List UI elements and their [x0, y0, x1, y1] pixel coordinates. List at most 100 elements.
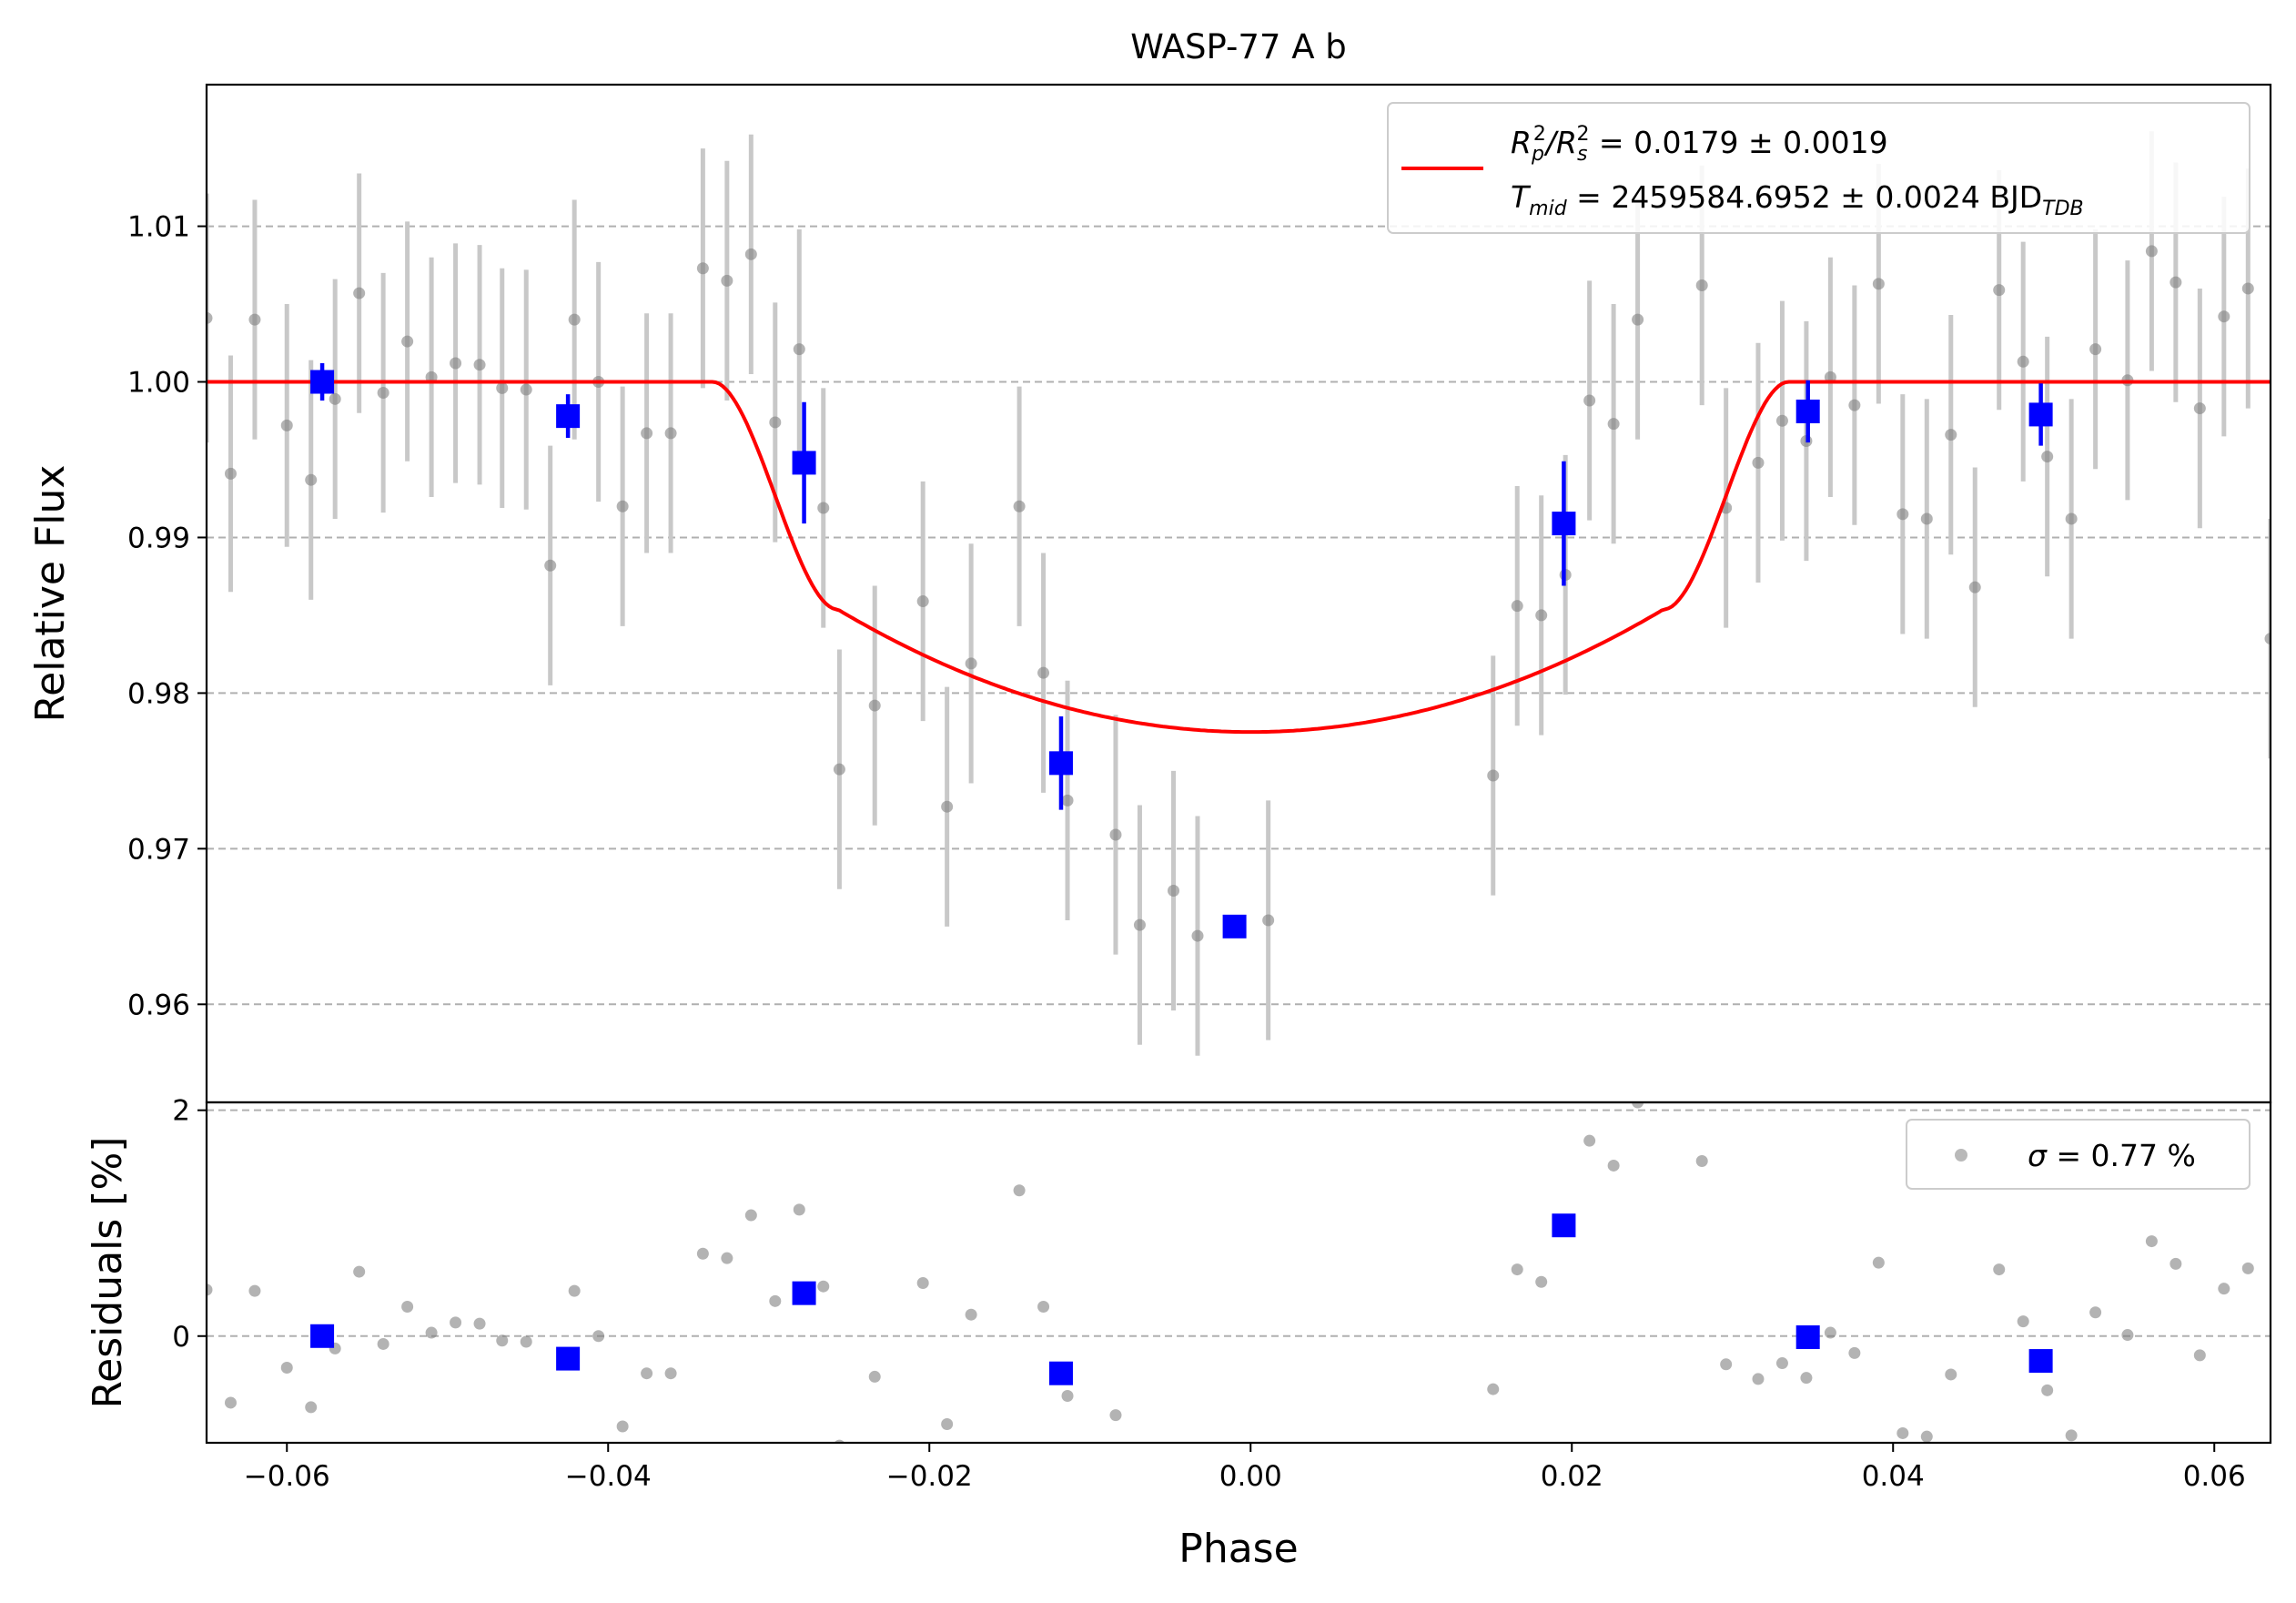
residual-point — [641, 1367, 653, 1380]
binned-residual-point — [556, 1346, 581, 1371]
binned-point — [2028, 402, 2053, 427]
residual-point — [224, 1396, 237, 1409]
residual-point — [1134, 1475, 1146, 1486]
residual-point — [2121, 1329, 2134, 1342]
raw-point — [1848, 399, 1861, 411]
x-tick-label: 0.00 — [1219, 1460, 1282, 1493]
chart-title: WASP-77 A b — [1130, 27, 1347, 66]
model-legend: Rp2/Rs2 = 0.0179 ± 0.0019 Tmid = 2459584… — [1387, 102, 2250, 234]
residual-point — [2170, 1257, 2182, 1270]
residual-point — [2089, 1306, 2102, 1319]
legend-residual-marker — [1955, 1149, 1967, 1162]
raw-point — [544, 559, 557, 572]
raw-point — [793, 343, 805, 356]
model-line — [207, 380, 2271, 735]
raw-point — [1133, 918, 1146, 931]
residual-point — [2241, 1262, 2254, 1274]
raw-point — [2145, 245, 2158, 258]
residual-point — [1920, 1430, 1933, 1443]
residual-point — [1109, 1409, 1122, 1422]
residual-point — [817, 1280, 830, 1293]
residual-point — [1013, 1184, 1026, 1197]
residual-point — [2017, 1315, 2029, 1328]
raw-point — [280, 419, 293, 431]
top-y-ticks: 0.96 0.97 0.98 0.99 1.00 1.01 — [127, 211, 207, 1021]
raw-point — [2041, 451, 2054, 463]
raw-point — [520, 383, 532, 396]
raw-point — [696, 262, 709, 275]
raw-point — [353, 287, 366, 299]
y-tick-label: 1.00 — [127, 367, 190, 400]
raw-point — [1920, 512, 1933, 525]
residual-point — [721, 1252, 733, 1264]
raw-point — [1487, 769, 1500, 782]
residual-point — [2265, 1527, 2277, 1539]
residual-point — [744, 1209, 757, 1222]
raw-point — [1607, 418, 1620, 431]
raw-point — [401, 335, 414, 348]
y-tick-label: 0.98 — [127, 677, 190, 710]
raw-point — [1752, 456, 1765, 469]
residual-point — [2145, 1235, 2158, 1248]
residual-point — [1993, 1263, 2006, 1276]
raw-point — [1896, 508, 1909, 521]
residual-point — [916, 1276, 929, 1289]
x-tick-label: −0.06 — [244, 1460, 330, 1493]
raw-point — [2065, 512, 2078, 525]
y-tick-label: 0.96 — [127, 989, 190, 1021]
residual-points — [207, 1102, 2277, 1539]
raw-point — [1535, 609, 1548, 622]
raw-point — [1061, 794, 1074, 807]
raw-point — [664, 427, 677, 440]
x-tick-label: −0.02 — [886, 1460, 973, 1493]
raw-point — [916, 595, 929, 608]
raw-point — [1168, 885, 1180, 898]
binned-residual-points — [310, 1213, 2053, 1385]
bottom-axes-frame — [205, 1101, 2272, 1445]
raw-point — [941, 800, 954, 813]
raw-point — [1632, 313, 1644, 326]
residual-point — [1191, 1478, 1203, 1490]
residual-point — [1824, 1326, 1836, 1339]
raw-point — [744, 248, 757, 260]
legend-sigma: σ = 0.77 % — [2028, 1138, 2196, 1173]
transit-model-curve — [207, 380, 2271, 735]
raw-point — [2017, 355, 2029, 368]
residual-point — [353, 1265, 366, 1278]
residual-point — [450, 1316, 462, 1329]
binned-point — [792, 451, 816, 475]
residual-point — [473, 1317, 486, 1330]
top-gridlines — [207, 225, 2271, 1006]
residual-point — [1535, 1275, 1548, 1288]
raw-point — [641, 427, 653, 440]
residual-point — [1511, 1263, 1523, 1276]
raw-point — [769, 416, 782, 429]
raw-point — [473, 359, 486, 371]
binned-residual-point — [1795, 1325, 1820, 1350]
residual-point — [1168, 1446, 1179, 1458]
residual-point — [248, 1284, 261, 1297]
residual-point — [616, 1420, 629, 1433]
raw-point — [1775, 414, 1788, 427]
residual-point — [1695, 1155, 1708, 1168]
raw-point — [305, 473, 318, 486]
residual-point — [769, 1294, 782, 1307]
x-tick-label: 0.04 — [1862, 1460, 1925, 1493]
raw-point — [2089, 343, 2102, 356]
raw-point — [1695, 279, 1708, 292]
residual-point — [1969, 1479, 1981, 1491]
y-axis-label-top: Relative Flux — [27, 465, 74, 723]
raw-point — [1872, 278, 1885, 290]
residual-point — [544, 1464, 556, 1476]
raw-point — [616, 500, 629, 512]
raw-point — [817, 502, 830, 514]
residual-point — [1583, 1134, 1596, 1147]
raw-point — [329, 392, 341, 405]
y-axis-label-bottom: Residuals [%] — [85, 1137, 131, 1409]
top-axes-frame — [205, 83, 2272, 1104]
raw-data-points — [207, 245, 2271, 942]
residual-point — [1896, 1426, 1909, 1439]
binned-residual-point — [1048, 1361, 1073, 1385]
bottom-gridlines — [207, 1109, 2271, 1337]
raw-point — [1968, 581, 1981, 594]
